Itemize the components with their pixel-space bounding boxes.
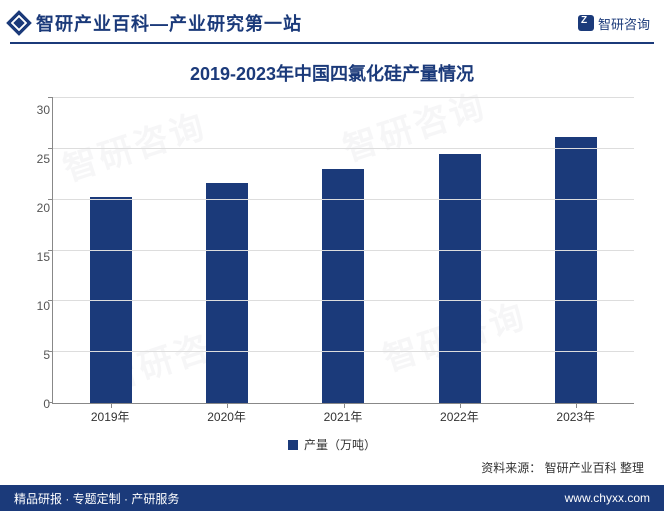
brand-name: 智研咨询 xyxy=(598,14,650,33)
legend-swatch xyxy=(288,440,298,450)
source-label: 资料来源： xyxy=(481,461,541,475)
grid-line xyxy=(53,97,634,98)
x-axis-labels: 2019年 2020年 2021年 2022年 2023年 xyxy=(52,404,634,428)
grid-line xyxy=(53,148,634,149)
y-tick-mark xyxy=(48,199,53,200)
source-line: 资料来源： 智研产业百科 整理 xyxy=(0,453,664,480)
y-tick-mark xyxy=(48,402,53,403)
y-tick-mark xyxy=(48,97,53,98)
x-tick-label: 2020年 xyxy=(207,408,246,425)
bar xyxy=(555,137,597,403)
footer-right: www.chyxx.com xyxy=(565,491,650,505)
plot-region xyxy=(52,98,634,404)
header-title: 智研产业百科—产业研究第一站 xyxy=(36,10,302,36)
footer-left: 精品研报 · 专题定制 · 产研服务 xyxy=(14,490,179,507)
legend: 产量（万吨） xyxy=(0,436,664,453)
grid-line xyxy=(53,351,634,352)
y-tick-label: 10 xyxy=(26,300,50,312)
diamond-icon xyxy=(6,10,31,35)
y-axis: 051015202530 xyxy=(26,98,50,404)
y-tick-label: 0 xyxy=(26,398,50,410)
chart-title: 2019-2023年中国四氯化硅产量情况 xyxy=(0,60,664,86)
x-tick-label: 2021年 xyxy=(324,408,363,425)
brand-logo-icon xyxy=(578,15,594,31)
y-tick-label: 15 xyxy=(26,251,50,263)
y-tick-mark xyxy=(48,300,53,301)
y-tick-mark xyxy=(48,250,53,251)
footer: 精品研报 · 专题定制 · 产研服务 www.chyxx.com xyxy=(0,485,664,511)
y-tick-label: 25 xyxy=(26,153,50,165)
y-tick-mark xyxy=(48,351,53,352)
y-tick-mark xyxy=(48,148,53,149)
x-tick-label: 2022年 xyxy=(440,408,479,425)
header: 智研产业百科—产业研究第一站 智研咨询 xyxy=(0,0,664,42)
chart-area: 051015202530 2019年2020年2021年2022年2023年 xyxy=(52,98,634,428)
bar xyxy=(322,169,364,403)
y-tick-label: 5 xyxy=(26,349,50,361)
x-tick-label: 2023年 xyxy=(556,408,595,425)
grid-line xyxy=(53,300,634,301)
brand-badge: 智研咨询 xyxy=(578,14,650,33)
bars-container xyxy=(53,98,634,403)
grid-line xyxy=(53,250,634,251)
grid-line xyxy=(53,199,634,200)
x-tick-label: 2019年 xyxy=(91,408,130,425)
source-value: 智研产业百科 整理 xyxy=(545,461,644,475)
bar xyxy=(439,154,481,403)
y-tick-label: 30 xyxy=(26,104,50,116)
header-left: 智研产业百科—产业研究第一站 xyxy=(10,10,302,36)
legend-label: 产量（万吨） xyxy=(304,436,376,453)
bar xyxy=(206,183,248,403)
header-underline xyxy=(10,42,654,44)
y-tick-label: 20 xyxy=(26,202,50,214)
